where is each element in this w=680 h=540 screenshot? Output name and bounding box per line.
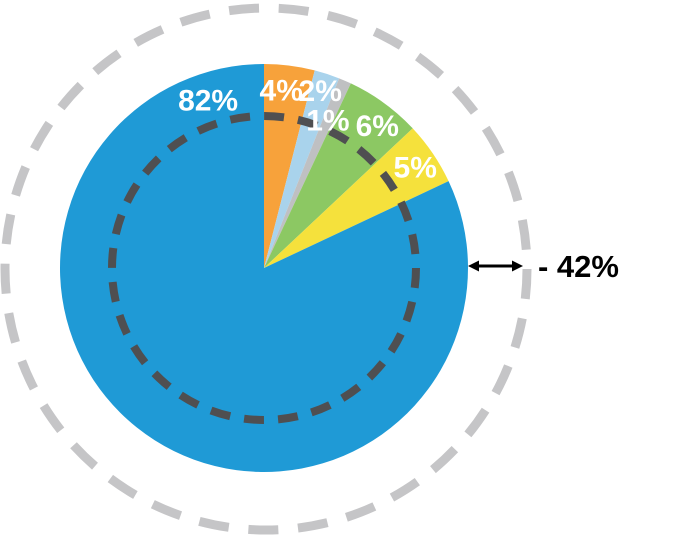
slice-label-2pct: 2% (299, 75, 342, 108)
outer-dashed-circle (0, 3, 532, 535)
inner-dashed-circle (108, 112, 420, 424)
slice-label-82pct: 82% (178, 85, 238, 118)
delta-arrow-head-right (512, 260, 523, 272)
slice-label-5pct: 5% (394, 151, 437, 184)
pie-slice-1pct (264, 78, 351, 268)
slice-label-6pct: 6% (356, 110, 399, 143)
pie-slice-82pct (59, 63, 468, 472)
pie-slice-5pct (264, 128, 449, 268)
slice-label-1pct: 1% (306, 105, 349, 138)
delta-arrow-head-left (468, 260, 479, 272)
reduction-annotation-label: - 42% (538, 249, 619, 284)
pie-slice-2pct (264, 70, 340, 268)
slice-label-4pct: 4% (260, 74, 303, 107)
pie-slice-6pct (264, 83, 413, 268)
